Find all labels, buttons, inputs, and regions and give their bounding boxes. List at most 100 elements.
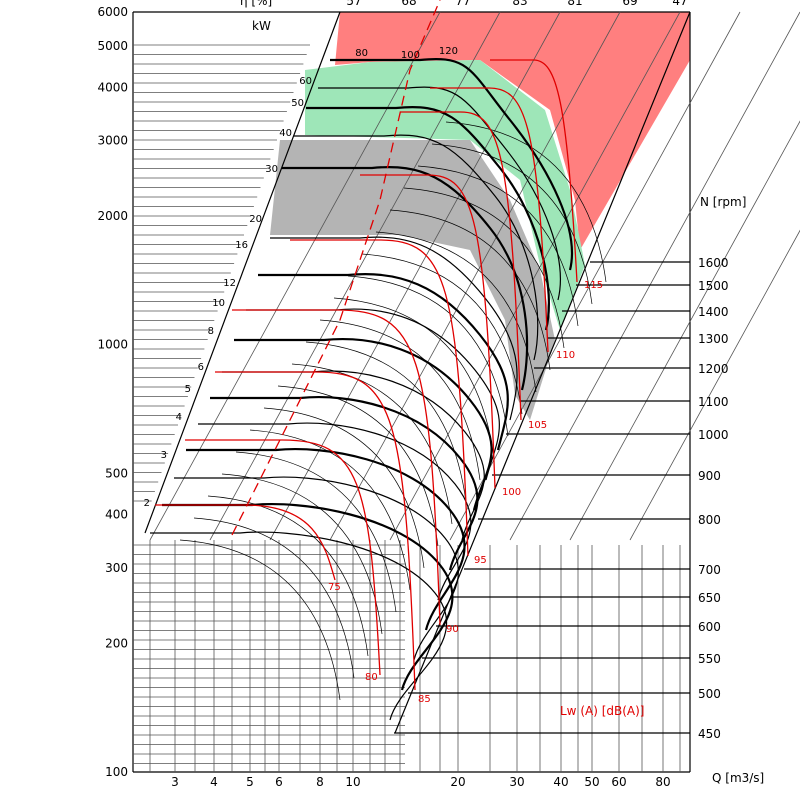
efficiency-axis-label: η [%] xyxy=(240,0,272,8)
speed-labels: 1600 1500 1400 1300 1200 1100 1000 900 800 700 650… xyxy=(698,256,729,741)
efficiency-tick-label: 81 xyxy=(567,0,582,8)
thin-curve xyxy=(193,517,355,679)
efficiency-tick-label: 57 xyxy=(346,0,361,8)
sound-curve xyxy=(290,239,469,557)
sound-level-label: 80 xyxy=(365,672,378,683)
y-tick-label: 500 xyxy=(105,466,128,480)
thin-curve xyxy=(291,363,453,525)
thin-curve xyxy=(249,429,411,591)
diagonal-line xyxy=(509,11,800,541)
thin-curve xyxy=(361,253,523,415)
y-tick-label: 300 xyxy=(105,561,128,575)
diagonal-line xyxy=(629,229,800,541)
speed-tick-label: 1000 xyxy=(698,428,729,442)
diagonal-grid xyxy=(144,11,800,734)
y-tick-label: 5000 xyxy=(97,39,128,53)
x-axis-title: Q [m3/s] xyxy=(712,771,764,785)
speed-tick-label: 1600 xyxy=(698,256,729,270)
speed-reference-lines xyxy=(394,261,690,734)
x-tick-label: 80 xyxy=(655,775,670,789)
y-tick-label: 2000 xyxy=(97,209,128,223)
sound-curve xyxy=(185,439,381,676)
speed-tick-label: 650 xyxy=(698,591,721,605)
sound-level-label: 110 xyxy=(556,350,575,361)
power-tick-label: 5 xyxy=(185,384,191,395)
sound-curve xyxy=(215,371,416,691)
thin-curve xyxy=(263,407,425,569)
speed-tick-label: 450 xyxy=(698,727,721,741)
power-tick-label: 60 xyxy=(299,76,312,87)
speed-tick-label: 800 xyxy=(698,513,721,527)
pressure-curve xyxy=(198,422,472,601)
bottom-grid xyxy=(133,540,681,772)
pressure-curve xyxy=(246,308,500,481)
sound-curve xyxy=(360,174,496,489)
x-tick-label: 10 xyxy=(345,775,360,789)
thin-curve xyxy=(375,231,537,393)
left-grid xyxy=(133,44,310,502)
efficiency-labels: 57 68 77 83 81 69 47 xyxy=(346,0,687,8)
thin-curve xyxy=(431,143,593,305)
power-tick-label: 80 xyxy=(355,48,368,59)
x-tick-label: 4 xyxy=(210,775,218,789)
pressure-curve xyxy=(282,166,529,391)
x-axis-labels: 3 4 5 6 8 10 20 30 40 50 60 80 xyxy=(171,775,670,789)
power-tick-label: 20 xyxy=(249,214,262,225)
power-tick-label: 50 xyxy=(291,98,304,109)
power-tick-label: 120 xyxy=(439,46,458,57)
thin-curve xyxy=(445,121,607,283)
diagonal-boundary xyxy=(394,11,691,734)
power-tick-label: 8 xyxy=(208,326,214,337)
speed-tick-label: 1200 xyxy=(698,362,729,376)
power-tick-label: 6 xyxy=(198,362,204,373)
x-tick-label: 30 xyxy=(509,775,524,789)
y-tick-label: 3000 xyxy=(97,134,128,148)
sound-curve xyxy=(155,504,336,581)
diagonal-line xyxy=(569,120,800,541)
sound-legend: Lw (A) [dB(A)] xyxy=(560,704,645,718)
speed-tick-label: 500 xyxy=(698,687,721,701)
y-tick-label: 400 xyxy=(105,508,128,522)
x-tick-label: 3 xyxy=(171,775,179,789)
power-tick-label: 10 xyxy=(212,298,225,309)
speed-tick-label: 1300 xyxy=(698,332,729,346)
pressure-curve xyxy=(258,273,509,451)
thin-curve xyxy=(179,539,341,701)
x-tick-label: 8 xyxy=(316,775,324,789)
pressure-curve xyxy=(186,448,466,631)
power-labels: 80 100 120 60 50 40 30 20 16 12 10 8 65 4 3 2 xyxy=(144,46,458,509)
y-tick-label: 200 xyxy=(105,636,128,650)
y-tick-label: 1000 xyxy=(97,338,128,352)
thin-curve xyxy=(333,297,495,459)
pressure-curve xyxy=(162,503,454,691)
speed-tick-label: 700 xyxy=(698,563,721,577)
thin-curve xyxy=(207,495,369,657)
power-tick-label: 40 xyxy=(279,128,292,139)
y-tick-label: 100 xyxy=(105,765,128,779)
pressure-curve xyxy=(330,58,574,271)
y-axis-labels: 6000 5000 4000 3000 2000 1000 500 400 300 200 100 xyxy=(97,5,128,779)
speed-tick-label: 1400 xyxy=(698,305,729,319)
power-tick-label: 2 xyxy=(144,498,150,509)
chart-frame xyxy=(132,11,691,773)
pressure-curve xyxy=(174,476,459,661)
y-tick-label: 4000 xyxy=(97,80,128,94)
diagonal-line xyxy=(269,11,561,541)
thin-curve xyxy=(319,319,481,481)
diagonal-line xyxy=(389,11,681,541)
kw-label: kW xyxy=(252,19,271,33)
speed-tick-label: 900 xyxy=(698,469,721,483)
pressure-curve xyxy=(210,396,479,571)
x-tick-label: 5 xyxy=(246,775,254,789)
sound-curve xyxy=(232,309,441,626)
sound-level-label: 90 xyxy=(446,624,459,635)
sound-curve xyxy=(490,59,578,283)
efficiency-tick-label: 83 xyxy=(512,0,527,8)
x-tick-label: 40 xyxy=(553,775,568,789)
pressure-curve xyxy=(150,531,448,721)
pressure-curve xyxy=(234,338,493,511)
power-tick-label: 3 xyxy=(161,450,167,461)
sound-curve xyxy=(400,111,522,421)
speed-axis-label: N [rpm] xyxy=(700,195,746,209)
efficiency-tick-label: 77 xyxy=(455,0,470,8)
